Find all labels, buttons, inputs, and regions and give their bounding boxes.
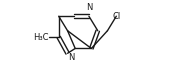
Text: N: N [68,53,74,62]
Text: H₃C: H₃C [33,33,48,42]
Text: N: N [86,3,92,12]
Text: Cl: Cl [112,12,120,21]
